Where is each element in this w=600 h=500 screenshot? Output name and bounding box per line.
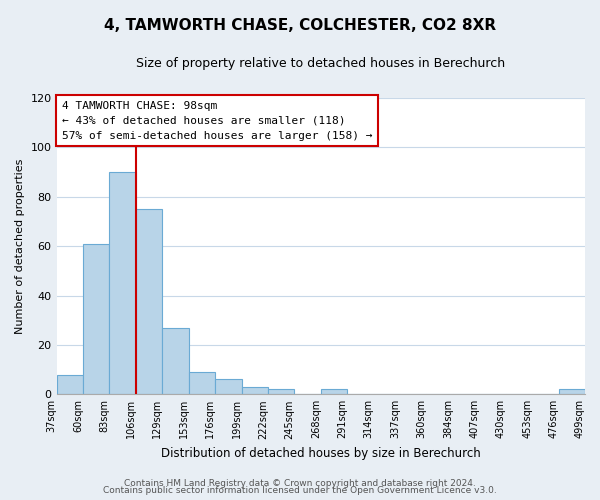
Bar: [83, 244, 109, 394]
Text: 4, TAMWORTH CHASE, COLCHESTER, CO2 8XR: 4, TAMWORTH CHASE, COLCHESTER, CO2 8XR: [104, 18, 496, 32]
Bar: [268, 390, 295, 394]
Bar: [242, 387, 268, 394]
Bar: [56, 374, 83, 394]
Text: 4 TAMWORTH CHASE: 98sqm
← 43% of detached houses are smaller (118)
57% of semi-d: 4 TAMWORTH CHASE: 98sqm ← 43% of detache…: [62, 101, 373, 140]
Bar: [559, 390, 585, 394]
X-axis label: Distribution of detached houses by size in Berechurch: Distribution of detached houses by size …: [161, 447, 481, 460]
Bar: [136, 209, 162, 394]
Text: Contains HM Land Registry data © Crown copyright and database right 2024.: Contains HM Land Registry data © Crown c…: [124, 478, 476, 488]
Bar: [162, 328, 188, 394]
Bar: [215, 380, 242, 394]
Bar: [109, 172, 136, 394]
Title: Size of property relative to detached houses in Berechurch: Size of property relative to detached ho…: [136, 58, 505, 70]
Bar: [188, 372, 215, 394]
Y-axis label: Number of detached properties: Number of detached properties: [15, 158, 25, 334]
Bar: [321, 390, 347, 394]
Text: Contains public sector information licensed under the Open Government Licence v3: Contains public sector information licen…: [103, 486, 497, 495]
